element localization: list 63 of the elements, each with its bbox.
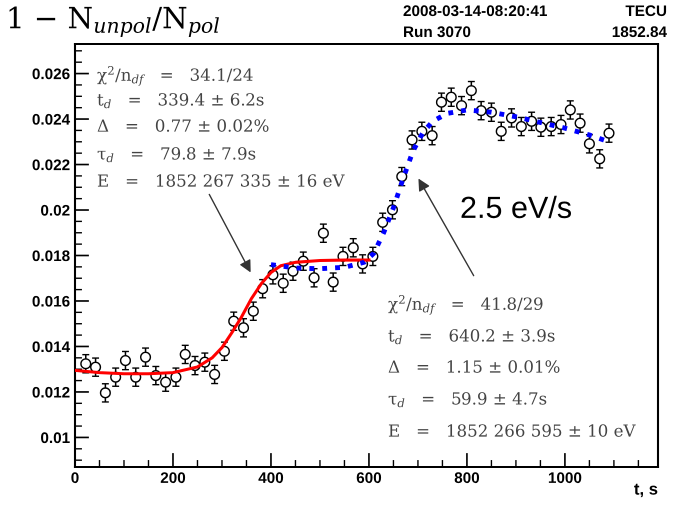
x-tick-label: 0 [71,472,79,484]
text: τ$_{d}$ = 59.9 ± 4.7s [388,392,546,408]
point [584,138,595,150]
point [209,368,220,380]
point [446,92,457,103]
point [377,216,388,228]
text: t$_{d}$ = 339.4 ± 6.2s [97,93,264,108]
y-tick-label: 0.024 [32,114,70,125]
point [426,130,438,142]
text: t$_{d}$ = 640.2 ± 3.9s [388,329,555,344]
annotation: Δ = 0.77 ± 0.02% [98,119,268,132]
point [318,228,329,239]
x-tick-label: 200 [160,472,186,484]
annotation: 2.5 eV/s [462,196,572,218]
x-tick-label: 600 [356,472,382,484]
point [348,242,359,254]
y-tick-label: 0.022 [32,159,70,170]
point [574,118,586,129]
point [140,352,152,363]
y-tick-label: 0.014 [32,341,70,352]
point [406,134,418,146]
point [594,153,606,164]
text: Run 3070 [404,26,470,38]
point [170,372,182,383]
text: 1852.84 [612,26,667,38]
point [90,362,102,373]
text: χ$^{2}$/n$_{df}$ = 34.1/24 [97,66,253,86]
point [180,348,191,360]
x-axis-title: t, s [634,484,658,498]
point [328,276,339,288]
text: τ$_{d}$ = 79.8 ± 7.9s [98,147,256,162]
point [248,306,259,317]
point [466,85,477,96]
y-tick-label: 0.018 [32,250,70,262]
text: χ$^{2}$/n$_{df}$ = 41.8/29 [388,295,542,315]
annotation: E = 1852 266 595 ± 10 eV [388,424,636,437]
point [120,355,132,366]
y-tick-label: 0.016 [32,296,70,307]
point [496,126,507,137]
point [287,266,299,277]
point [160,376,172,388]
point [603,128,615,139]
y-tick-label: 0.01 [41,432,70,444]
x-tick-label: 800 [454,472,480,484]
chart-title: 1 − N$_{unpol}$/N$_{pol}$ [10,6,219,37]
text: TECU [626,5,666,16]
x-tick-label: 400 [258,472,284,484]
point [100,387,111,398]
y-tick-label: 0.02 [41,204,70,216]
x-tick-label: 1000 [548,472,582,484]
text: 2008-03-14-08:20:41 [404,5,547,16]
point [308,272,320,284]
point [396,171,408,182]
y-tick-label: 0.012 [32,386,70,398]
point [436,96,448,108]
annotation: E = 1852 267 335 ± 16 eV [98,174,345,187]
y-tick-label: 0.026 [32,68,70,80]
point [238,322,250,334]
point [564,104,576,116]
annotation: Δ = 1.15 ± 0.01% [388,360,560,373]
point [516,120,527,132]
point [278,278,289,289]
point [80,358,92,370]
